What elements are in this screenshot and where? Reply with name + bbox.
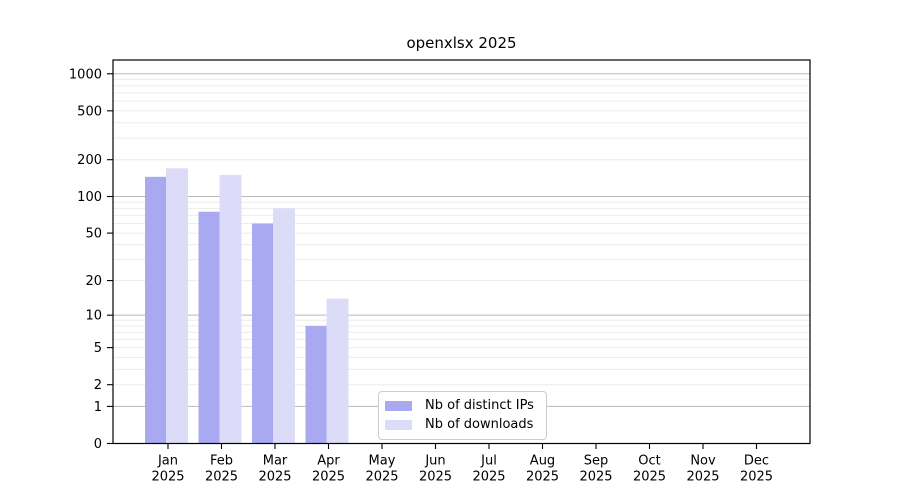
x-tick-label-month: Jun	[424, 454, 445, 469]
y-tick-label: 100	[77, 190, 102, 205]
y-tick-label: 0	[94, 437, 102, 452]
legend-item-distinct-ips: Nb of distinct IPs	[385, 398, 534, 413]
x-tick-label-month: Sep	[584, 454, 609, 469]
y-tick-label: 5	[94, 341, 102, 356]
y-tick-label: 2	[94, 378, 102, 393]
x-tick-label-month: Jul	[480, 454, 497, 469]
bar-distinct-ips	[145, 176, 166, 444]
x-tick-label-year: 2025	[579, 470, 612, 485]
x-tick-label-year: 2025	[633, 470, 666, 485]
x-tick-label-year: 2025	[686, 470, 719, 485]
x-tick-label-year: 2025	[472, 470, 505, 485]
legend-swatch	[385, 400, 412, 411]
x-tick-label-year: 2025	[258, 470, 291, 485]
bar-downloads	[219, 175, 242, 444]
y-tick-label: 20	[85, 274, 102, 289]
y-tick-label: 500	[77, 104, 102, 119]
x-tick-label-month: May	[369, 454, 396, 469]
legend-label-downloads: Nb of downloads	[425, 417, 534, 432]
legend: Nb of distinct IPs Nb of downloads	[378, 391, 547, 440]
legend-label-distinct-ips: Nb of distinct IPs	[425, 398, 534, 413]
legend-item-downloads: Nb of downloads	[385, 417, 534, 432]
y-tick-label: 1	[94, 400, 102, 415]
x-tick-label-month: Aug	[530, 454, 555, 469]
legend-swatch	[385, 419, 412, 430]
x-tick-label-month: Nov	[690, 454, 716, 469]
x-tick-label-month: Mar	[263, 454, 288, 469]
x-tick-label-year: 2025	[312, 470, 345, 485]
bar-downloads	[166, 168, 188, 444]
x-tick-label-year: 2025	[151, 470, 184, 485]
x-tick-label-month: Dec	[744, 454, 769, 469]
x-tick-label-year: 2025	[205, 470, 238, 485]
bar-distinct-ips	[252, 223, 273, 444]
bar-downloads	[273, 208, 295, 444]
x-tick-label-month: Oct	[638, 454, 660, 469]
x-tick-label-month: Apr	[317, 454, 340, 469]
y-tick-label: 200	[77, 153, 102, 168]
bar-distinct-ips	[198, 211, 220, 444]
chart-title: openxlsx 2025	[406, 34, 517, 52]
y-tick-label: 1000	[69, 67, 102, 82]
x-tick-label-month: Jan	[157, 454, 178, 469]
x-tick-label-year: 2025	[365, 470, 398, 485]
bar-downloads	[326, 298, 349, 444]
x-tick-label-month: Feb	[210, 454, 233, 469]
plot-border	[112, 59, 811, 445]
y-tick-label: 10	[85, 309, 102, 324]
x-tick-label-year: 2025	[740, 470, 773, 485]
bar-distinct-ips	[305, 325, 327, 444]
y-tick-label: 50	[85, 227, 102, 242]
x-tick-label-year: 2025	[419, 470, 452, 485]
x-tick-label-year: 2025	[526, 470, 559, 485]
